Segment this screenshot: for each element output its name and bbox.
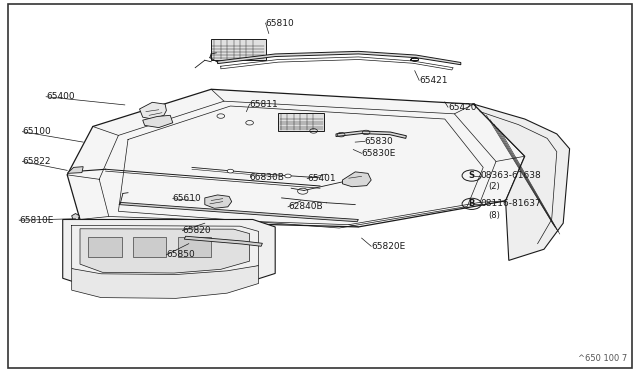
Polygon shape xyxy=(278,113,324,131)
Text: 65810E: 65810E xyxy=(19,216,54,225)
Text: 65610: 65610 xyxy=(173,194,202,203)
Text: 65830E: 65830E xyxy=(362,149,396,158)
Polygon shape xyxy=(140,102,166,119)
Text: (2): (2) xyxy=(488,182,500,191)
Polygon shape xyxy=(218,51,461,65)
Polygon shape xyxy=(342,172,371,187)
Text: (8): (8) xyxy=(488,211,500,219)
Polygon shape xyxy=(184,236,262,246)
Polygon shape xyxy=(474,104,570,260)
Polygon shape xyxy=(178,237,211,257)
Circle shape xyxy=(227,169,234,173)
Polygon shape xyxy=(67,167,83,173)
Text: 65850: 65850 xyxy=(166,250,195,259)
Text: 65820: 65820 xyxy=(182,226,211,235)
Polygon shape xyxy=(88,237,122,257)
Polygon shape xyxy=(205,195,232,208)
Polygon shape xyxy=(133,237,166,257)
Polygon shape xyxy=(80,229,250,273)
Text: 62840B: 62840B xyxy=(288,202,323,211)
Text: 08116-81637: 08116-81637 xyxy=(480,199,541,208)
Text: 66830B: 66830B xyxy=(250,173,284,182)
Text: 65100: 65100 xyxy=(22,127,51,136)
Polygon shape xyxy=(72,266,259,298)
Polygon shape xyxy=(63,219,275,291)
Text: 65400: 65400 xyxy=(46,92,75,101)
Text: 65822: 65822 xyxy=(22,157,51,166)
Polygon shape xyxy=(72,214,79,219)
Polygon shape xyxy=(336,131,406,138)
Text: 08363-61638: 08363-61638 xyxy=(480,171,541,180)
Text: 65820E: 65820E xyxy=(371,242,406,251)
Text: 65401: 65401 xyxy=(307,174,336,183)
Text: 65830: 65830 xyxy=(365,137,394,146)
Text: ^650 100 7: ^650 100 7 xyxy=(578,354,627,363)
Polygon shape xyxy=(67,89,525,227)
Text: S: S xyxy=(468,171,475,180)
Text: 65421: 65421 xyxy=(419,76,448,85)
Polygon shape xyxy=(143,115,173,128)
Text: 65420: 65420 xyxy=(448,103,477,112)
Text: B: B xyxy=(468,199,475,208)
Polygon shape xyxy=(211,39,266,60)
Polygon shape xyxy=(119,202,358,222)
Circle shape xyxy=(285,174,291,178)
Text: 65811: 65811 xyxy=(250,100,278,109)
Text: 65810: 65810 xyxy=(266,19,294,28)
